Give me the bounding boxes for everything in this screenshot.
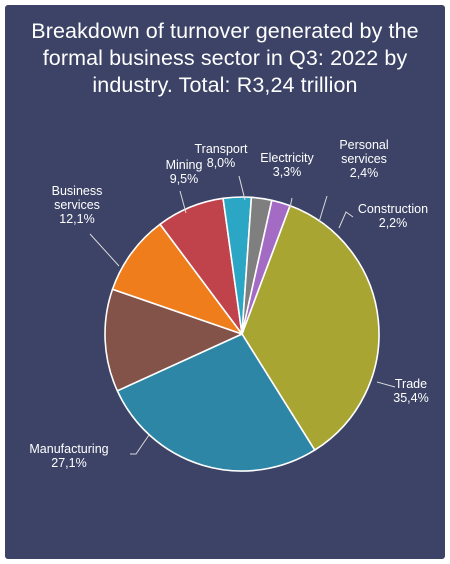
slice-name-label: Personal — [339, 138, 388, 152]
slice-label-personal-services: Personal services 2,4% — [339, 138, 388, 180]
slice-value-label: 35,4% — [393, 391, 428, 405]
slice-value-label: 2,4% — [350, 166, 379, 180]
slice-value-label: 2,2% — [379, 216, 408, 230]
slice-label-manufacturing: Manufacturing 27,1% — [29, 442, 108, 470]
leader-line — [376, 381, 396, 388]
slice-value-label: 9,5% — [170, 172, 199, 186]
slice-name-label: Business — [52, 184, 103, 198]
slice-label-business-services: Business services 12,1% — [52, 184, 103, 226]
chart-title-line: industry. Total: R3,24 trillion — [92, 73, 358, 97]
slice-value-label: 27,1% — [51, 456, 86, 470]
leader-line — [130, 434, 150, 455]
leader-lines — [89, 175, 396, 455]
leader-line — [338, 211, 354, 229]
slice-label-transport: Transport 8,0% — [194, 142, 248, 170]
pie-slices — [104, 196, 380, 472]
chart-title-line: Breakdown of turnover generated by the — [31, 19, 419, 43]
pie-slice-trade — [241, 204, 380, 451]
slice-label-mining: Mining 9,5% — [166, 158, 203, 186]
slice-name-label: services — [341, 152, 387, 166]
slice-name-label: Construction — [358, 202, 428, 216]
slice-value-label: 12,1% — [59, 212, 94, 226]
slice-name-label: Manufacturing — [29, 442, 108, 456]
leader-line — [89, 233, 120, 267]
slice-name-label: services — [54, 198, 100, 212]
slice-label-trade: Trade 35,4% — [393, 377, 428, 405]
slice-value-label: 8,0% — [207, 156, 236, 170]
slice-name-label: Electricity — [260, 151, 314, 165]
slice-labels: Trade 35,4%Manufacturing 27,1%Business serv… — [29, 138, 428, 470]
pie-slice-mining — [111, 223, 243, 335]
slice-name-label: Transport — [194, 142, 248, 156]
slice-value-label: 3,3% — [273, 165, 302, 179]
leader-line — [318, 195, 328, 223]
slice-label-electricity: Electricity 3,3% — [260, 151, 314, 179]
slice-name-label: Trade — [395, 377, 427, 391]
leader-line — [179, 190, 187, 214]
leader-line — [289, 197, 293, 209]
chart-title-line: formal business sector in Q3: 2022 by — [42, 46, 408, 70]
slice-label-construction: Construction 2,2% — [358, 202, 428, 230]
slice-name-label: Mining — [166, 158, 203, 172]
chart-title: Breakdown of turnover generated by the f… — [0, 18, 450, 99]
pie-slice-manufacturing — [116, 333, 316, 472]
leader-line — [238, 175, 246, 201]
pie-slice-business-services — [104, 288, 243, 392]
